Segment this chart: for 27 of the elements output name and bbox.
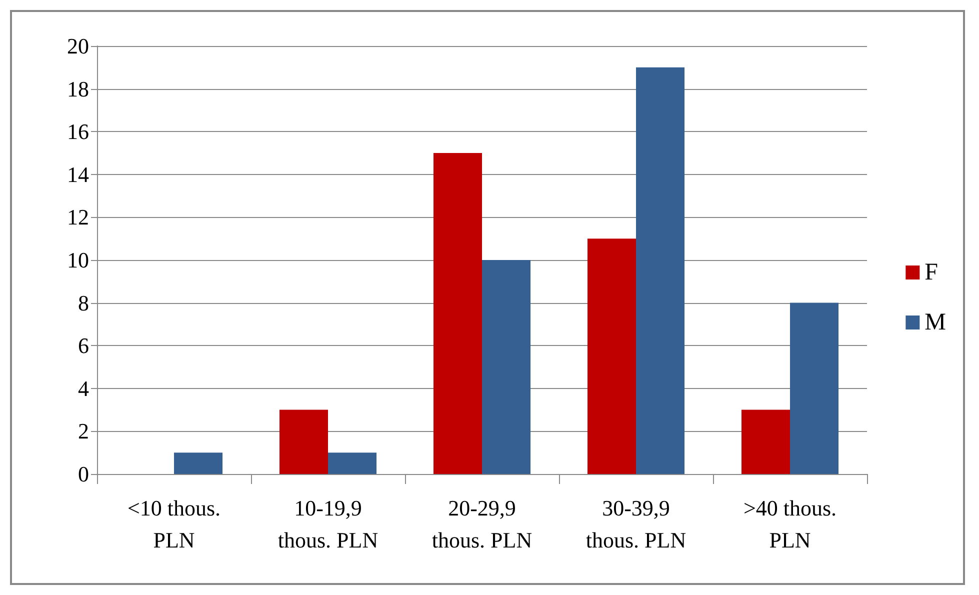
y-tick-label: 12 xyxy=(67,204,89,230)
y-tick-label: 16 xyxy=(67,119,89,144)
bar xyxy=(790,302,839,474)
bar xyxy=(328,452,377,474)
y-tick-label: 0 xyxy=(78,462,89,486)
bar xyxy=(279,410,328,474)
bar xyxy=(636,67,685,474)
y-tick-label: 10 xyxy=(67,248,89,272)
bar xyxy=(741,410,790,474)
bar xyxy=(433,153,482,474)
bar xyxy=(174,452,223,474)
legend-label: M xyxy=(924,310,946,336)
x-tick-label: 20-29,9 thous. PLN xyxy=(432,496,532,552)
y-tick-label: 18 xyxy=(67,76,89,102)
y-tick-label: 8 xyxy=(78,290,89,316)
y-tick-label: 2 xyxy=(78,418,89,444)
bar xyxy=(587,238,636,474)
x-tick-label: 10-19,9 thous. PLN xyxy=(278,496,378,552)
x-tick-label: >40 thous. PLN xyxy=(743,496,837,552)
bar xyxy=(482,260,531,474)
x-tick-label: 30-39,9 thous. PLN xyxy=(586,496,686,552)
y-tick-label: 4 xyxy=(78,376,89,401)
y-tick-label: 20 xyxy=(67,34,89,58)
x-tick-label: <10 thous. PLN xyxy=(127,496,221,552)
y-tick-label: 6 xyxy=(78,333,89,358)
y-tick-label: 14 xyxy=(67,162,89,187)
legend-label: F xyxy=(924,260,938,286)
